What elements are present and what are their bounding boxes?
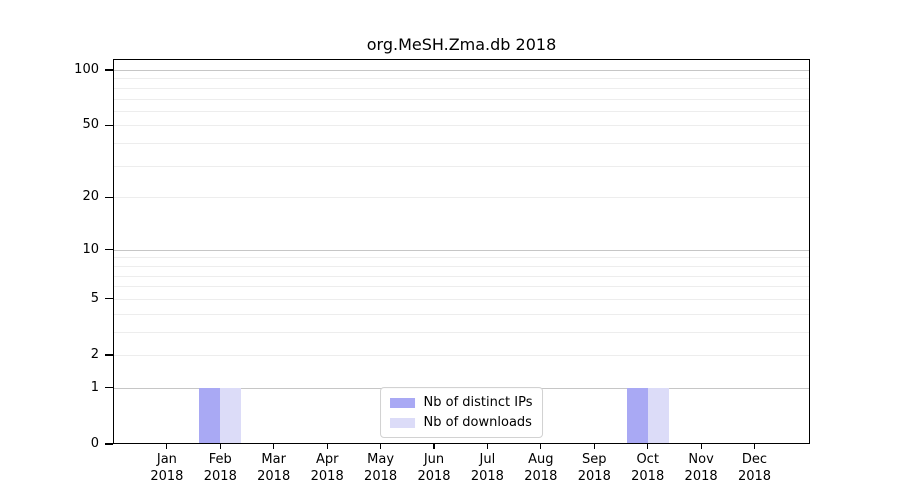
gridline-minor xyxy=(113,275,810,277)
x-tick-month: Feb xyxy=(208,452,232,467)
x-tick-label: Jul 2018 xyxy=(457,452,517,485)
x-tick-month: Dec xyxy=(741,452,768,467)
y-tick-label: 2 xyxy=(90,347,99,362)
x-tick xyxy=(540,444,542,449)
x-tick-month: Apr xyxy=(315,452,339,467)
gridline-minor xyxy=(113,78,810,80)
x-tick-year: 2018 xyxy=(417,468,451,484)
x-tick-year: 2018 xyxy=(257,468,291,484)
x-tick-year: 2018 xyxy=(524,468,558,484)
x-tick-month: May xyxy=(367,452,395,467)
x-tick xyxy=(647,444,649,449)
y-tick xyxy=(105,298,113,300)
legend-row-distinct-ips: Nb of distinct IPs xyxy=(389,395,533,410)
y-tick xyxy=(105,354,113,356)
x-tick-month: Aug xyxy=(528,452,554,467)
gridline-minor xyxy=(113,98,810,100)
x-tick xyxy=(166,444,168,449)
x-tick xyxy=(380,444,382,449)
gridline-minor xyxy=(113,257,810,259)
x-tick-month: Sep xyxy=(582,452,607,467)
gridline-minor xyxy=(113,265,810,267)
legend-label-downloads: Nb of downloads xyxy=(423,415,532,430)
gridline-major xyxy=(113,249,810,251)
x-tick xyxy=(433,444,435,449)
gridline-major xyxy=(113,70,810,71)
x-tick xyxy=(326,444,328,449)
y-tick-label: 20 xyxy=(82,189,99,205)
x-tick-month: Nov xyxy=(688,452,714,467)
y-tick-label: 1 xyxy=(90,379,99,395)
gridline-minor xyxy=(113,313,810,315)
x-tick-year: 2018 xyxy=(684,468,718,484)
y-tick xyxy=(105,443,113,445)
x-tick-month: Jan xyxy=(156,452,177,467)
gridline-minor xyxy=(113,143,810,145)
y-tick-label: 5 xyxy=(90,290,99,306)
gridline-minor xyxy=(113,197,810,199)
y-tick xyxy=(105,196,113,198)
x-tick-label: Jun 2018 xyxy=(404,452,464,485)
x-tick-label: Mar 2018 xyxy=(244,452,304,485)
bar-distinct-ips xyxy=(626,387,648,444)
y-tick-label: 10 xyxy=(82,241,99,257)
x-tick-label: May 2018 xyxy=(351,452,411,485)
gridline-minor xyxy=(113,125,810,127)
x-tick xyxy=(593,444,595,449)
gridline-minor xyxy=(113,87,810,89)
x-tick-label: Feb 2018 xyxy=(190,452,250,485)
gridline-minor xyxy=(113,355,810,356)
gridline-minor xyxy=(113,286,810,288)
x-tick xyxy=(219,444,221,449)
x-tick-year: 2018 xyxy=(150,468,184,484)
legend: Nb of distinct IPs Nb of downloads xyxy=(379,387,544,438)
x-tick-month: Oct xyxy=(636,452,659,467)
bar-downloads xyxy=(647,387,669,444)
y-tick xyxy=(105,69,113,71)
legend-label-distinct-ips: Nb of distinct IPs xyxy=(423,395,533,410)
gridline-minor xyxy=(113,298,810,300)
x-tick xyxy=(273,444,275,449)
x-tick-label: Jan 2018 xyxy=(137,452,197,485)
x-tick xyxy=(486,444,488,449)
x-tick-label: Sep 2018 xyxy=(564,452,624,485)
x-tick-month: Jun xyxy=(423,452,445,467)
y-tick xyxy=(105,124,113,126)
x-tick-year: 2018 xyxy=(203,468,237,484)
gridline-minor xyxy=(113,331,810,333)
x-tick-month: Jul xyxy=(479,452,496,467)
y-tick-label: 100 xyxy=(74,62,99,77)
legend-swatch-downloads xyxy=(389,417,415,428)
plot-area: Nb of distinct IPs Nb of downloads 0 1 2 5 1… xyxy=(74,59,810,484)
gridline-minor xyxy=(113,165,810,167)
y-tick xyxy=(105,249,113,251)
legend-swatch-distinct-ips xyxy=(389,397,415,408)
y-tick-label: 50 xyxy=(82,117,99,133)
x-tick-label: Oct 2018 xyxy=(618,452,678,485)
bar-downloads xyxy=(220,387,242,444)
legend-row-downloads: Nb of downloads xyxy=(389,415,533,430)
x-tick-year: 2018 xyxy=(577,468,611,484)
x-tick-label: Aug 2018 xyxy=(511,452,571,485)
y-tick xyxy=(105,387,113,389)
x-tick-label: Nov 2018 xyxy=(671,452,731,485)
x-tick-label: Apr 2018 xyxy=(297,452,357,485)
x-tick-label: Dec 2018 xyxy=(725,452,785,485)
x-tick-month: Mar xyxy=(261,452,286,467)
x-tick xyxy=(753,444,756,449)
x-tick-year: 2018 xyxy=(470,468,504,484)
x-tick-year: 2018 xyxy=(364,468,398,484)
chart-title: org.MeSH.Zma.db 2018 xyxy=(366,35,557,54)
y-tick-label: 0 xyxy=(90,436,99,451)
x-tick xyxy=(700,444,702,449)
x-tick-year: 2018 xyxy=(737,468,772,484)
x-tick-year: 2018 xyxy=(631,468,665,484)
bar-distinct-ips xyxy=(199,387,221,444)
x-tick-year: 2018 xyxy=(310,468,344,484)
gridline-minor xyxy=(113,110,810,112)
